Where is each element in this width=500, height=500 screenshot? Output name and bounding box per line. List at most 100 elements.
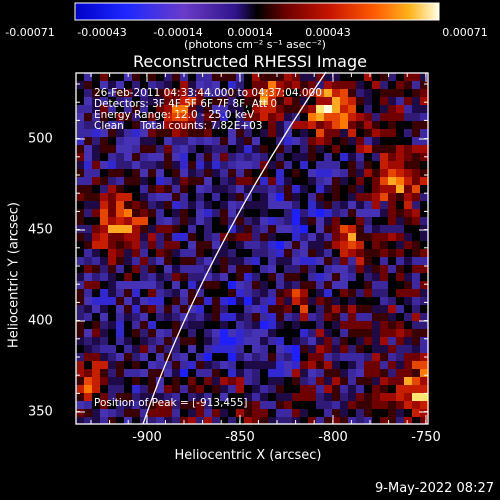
heatmap-cell: [324, 273, 332, 281]
heatmap-cell: [396, 297, 404, 305]
heatmap-cell: [220, 249, 228, 257]
heatmap-cell: [356, 265, 364, 273]
heatmap-cell: [204, 313, 212, 321]
heatmap-cell: [164, 241, 172, 249]
heatmap-cell: [204, 145, 212, 153]
heatmap-cell: [108, 241, 116, 249]
heatmap-cell: [308, 153, 316, 161]
heatmap-cell: [340, 225, 348, 233]
heatmap-cell: [364, 289, 372, 297]
heatmap-cell: [236, 161, 244, 169]
heatmap-cell: [76, 297, 84, 305]
heatmap-cell: [100, 161, 108, 169]
heatmap-cell: [396, 137, 404, 145]
heatmap-cell: [364, 225, 372, 233]
heatmap-cell: [132, 193, 140, 201]
heatmap-cell: [276, 169, 284, 177]
heatmap-cell: [268, 249, 276, 257]
heatmap-cell: [100, 217, 108, 225]
heatmap-cell: [260, 81, 268, 89]
heatmap-cell: [420, 137, 428, 145]
heatmap-cell: [100, 97, 108, 105]
heatmap-cell: [316, 369, 324, 377]
heatmap-cell: [236, 153, 244, 161]
heatmap-cell: [212, 145, 220, 153]
heatmap-cell: [108, 177, 116, 185]
heatmap-cell: [180, 129, 188, 137]
heatmap-cell: [340, 345, 348, 353]
heatmap-cell: [284, 233, 292, 241]
heatmap-cell: [268, 121, 276, 129]
heatmap-cell: [204, 377, 212, 385]
heatmap-cell: [140, 217, 148, 225]
heatmap-cell: [284, 361, 292, 369]
heatmap-cell: [156, 321, 164, 329]
heatmap-cell: [284, 193, 292, 201]
heatmap-cell: [132, 113, 140, 121]
heatmap-cell: [164, 89, 172, 97]
heatmap-cell: [364, 305, 372, 313]
heatmap-cell: [108, 417, 116, 424]
heatmap-cell: [172, 169, 180, 177]
heatmap-cell: [300, 161, 308, 169]
heatmap-cell: [300, 185, 308, 193]
heatmap-cell: [100, 393, 108, 401]
heatmap-cell: [132, 105, 140, 113]
heatmap-cell: [220, 161, 228, 169]
heatmap-cell: [172, 193, 180, 201]
heatmap-cell: [196, 313, 204, 321]
heatmap-cell: [220, 353, 228, 361]
heatmap-cell: [84, 313, 92, 321]
heatmap-cell: [212, 329, 220, 337]
heatmap-cell: [108, 169, 116, 177]
heatmap-cell: [100, 185, 108, 193]
heatmap-cell: [156, 329, 164, 337]
heatmap-cell: [380, 337, 388, 345]
heatmap-cell: [204, 241, 212, 249]
heatmap-cell: [236, 225, 244, 233]
heatmap-cell: [124, 153, 132, 161]
heatmap-cell: [244, 97, 252, 105]
heatmap-cell: [300, 265, 308, 273]
heatmap-cell: [348, 305, 356, 313]
heatmap-cell: [380, 385, 388, 393]
heatmap-cell: [76, 417, 84, 424]
heatmap-cell: [212, 105, 220, 113]
heatmap-cell: [284, 209, 292, 217]
heatmap-cell: [332, 401, 340, 409]
heatmap-cell: [220, 105, 228, 113]
heatmap-cell: [292, 361, 300, 369]
heatmap-cell: [292, 193, 300, 201]
heatmap-cell: [300, 241, 308, 249]
heatmap-cell: [108, 105, 116, 113]
heatmap-cell: [116, 401, 124, 409]
heatmap-cell: [172, 369, 180, 377]
heatmap-cell: [164, 305, 172, 313]
heatmap-cell: [316, 97, 324, 105]
heatmap-cell: [388, 281, 396, 289]
heatmap-cell: [212, 121, 220, 129]
heatmap-cell: [412, 305, 420, 313]
heatmap-cell: [340, 137, 348, 145]
heatmap-cell: [340, 209, 348, 217]
heatmap-cell: [212, 361, 220, 369]
heatmap-cell: [404, 185, 412, 193]
heatmap-cell: [204, 281, 212, 289]
heatmap-cell: [188, 81, 196, 89]
heatmap-cell: [388, 209, 396, 217]
heatmap-cell: [220, 169, 228, 177]
heatmap-cell: [108, 193, 116, 201]
heatmap-cell: [276, 297, 284, 305]
heatmap-cell: [180, 257, 188, 265]
heatmap-cell: [84, 225, 92, 233]
heatmap-cell: [276, 257, 284, 265]
heatmap-cell: [308, 169, 316, 177]
heatmap-cell: [340, 129, 348, 137]
heatmap-cell: [84, 281, 92, 289]
heatmap-cell: [348, 385, 356, 393]
heatmap-cell: [412, 361, 420, 369]
x-tick-label: -750: [411, 430, 441, 445]
heatmap-cell: [268, 185, 276, 193]
heatmap-cell: [380, 361, 388, 369]
heatmap-cell: [148, 145, 156, 153]
